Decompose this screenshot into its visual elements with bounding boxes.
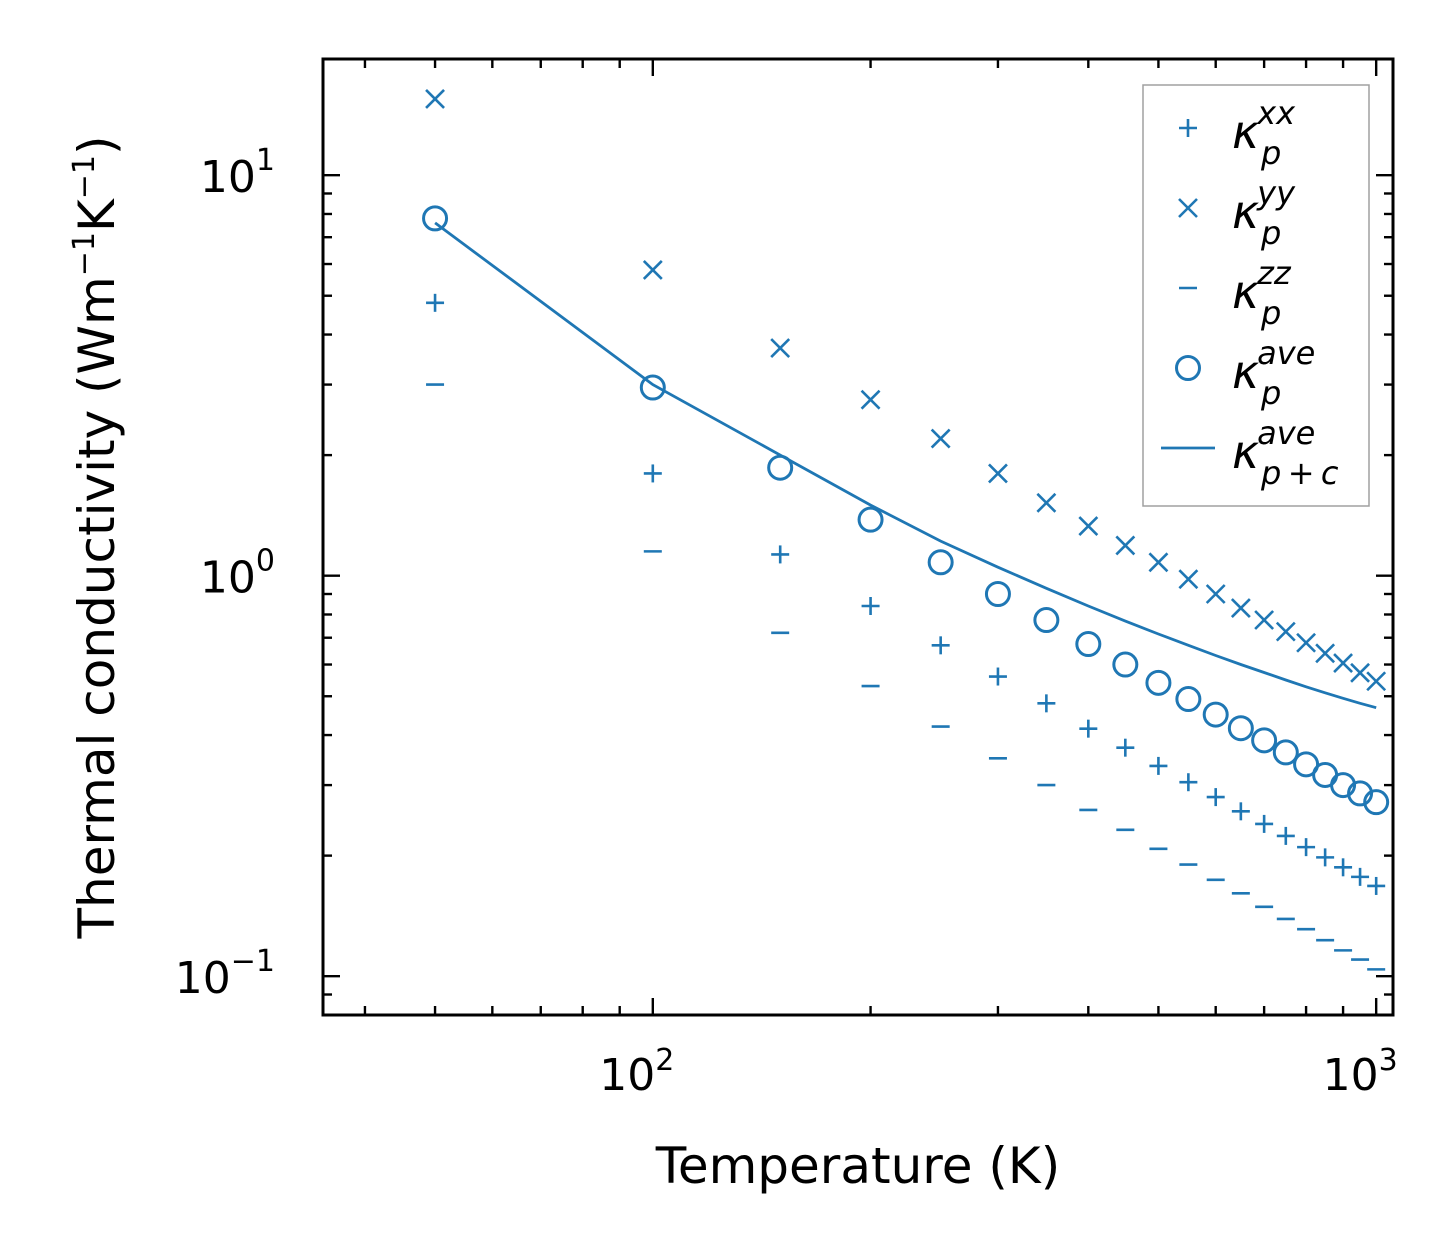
data-point-circle	[1347, 780, 1374, 807]
data-point-x	[1078, 516, 1099, 536]
x-axis-title: Temperature (K)	[655, 1137, 1060, 1195]
data-point-plus	[1149, 756, 1168, 775]
data-point-x	[1115, 535, 1136, 556]
data-point-circle	[857, 506, 884, 533]
legend-handle-plus	[1179, 119, 1197, 137]
y-axis-title-end: )	[68, 136, 126, 156]
data-point-plus	[1116, 738, 1135, 757]
data-point-x	[1366, 671, 1387, 692]
legend-handle-x	[1178, 198, 1198, 218]
data-point-circle	[422, 205, 449, 232]
data-point-x	[425, 89, 445, 109]
data-point-circle	[1251, 727, 1278, 754]
data-point-plus	[861, 597, 880, 616]
y-axis-title: Thermal conductivity (Wm−1K−1)	[67, 136, 126, 940]
plot-frame	[321, 57, 1395, 1017]
data-point-circle	[927, 549, 954, 576]
y-axis-title-exp1: −1	[67, 232, 102, 276]
series-x-markers	[425, 89, 1387, 692]
data-point-circle	[1033, 607, 1060, 634]
data-point-x	[1350, 662, 1370, 683]
data-point-circle	[1293, 751, 1320, 778]
data-point-plus	[426, 293, 445, 312]
legend-label-kappa-yy: κyy p	[1232, 174, 1296, 252]
data-point-x	[1254, 610, 1275, 630]
series-minus-markers	[426, 383, 1386, 971]
legend-handles	[1161, 119, 1215, 450]
series-circle-markers	[422, 205, 1390, 816]
data-point-circle	[1145, 669, 1172, 696]
data-point-x	[1178, 569, 1199, 590]
y-tick-labels: 10−1 100 101	[175, 143, 275, 1004]
data-point-x	[930, 428, 951, 449]
y-tick-label: 101	[200, 143, 275, 203]
data-point-circle	[1363, 789, 1390, 816]
y-axis-title-exp2: −1	[67, 155, 102, 199]
data-marks	[422, 89, 1390, 971]
legend-label-kappa-zz: κzz p	[1232, 254, 1292, 332]
data-point-plus	[1037, 694, 1056, 713]
legend-label-kappa-ave: κave p	[1232, 334, 1315, 412]
x-tick-label: 103	[1323, 1043, 1398, 1101]
data-point-x	[1230, 598, 1251, 619]
data-point-x	[642, 259, 663, 280]
data-point-plus	[988, 667, 1007, 686]
data-point-plus	[931, 636, 950, 655]
data-point-plus	[1351, 867, 1370, 886]
data-point-plus	[1334, 858, 1353, 877]
data-point-plus	[1297, 838, 1316, 857]
data-point-circle	[984, 581, 1011, 608]
data-point-x	[770, 338, 791, 359]
data-point-circle	[1175, 686, 1202, 713]
data-point-x	[988, 463, 1008, 484]
y-axis-title-main: Thermal conductivity (Wm	[68, 276, 126, 939]
legend-label-kappa-pc-ave: κave p + c	[1232, 414, 1339, 492]
legend-label-kappa-xx: κxx p	[1232, 94, 1296, 172]
data-point-x	[1275, 621, 1296, 642]
data-point-circle	[1075, 631, 1102, 658]
data-point-x	[1333, 653, 1353, 674]
data-point-circle	[1202, 701, 1229, 728]
data-point-plus	[1367, 876, 1386, 895]
legend-box	[1142, 84, 1370, 507]
x-tick-labels: 102 103	[599, 1043, 1397, 1101]
data-point-circle	[1272, 739, 1299, 766]
legend: κxx p κyy p κzz p κave p κave p + c	[1142, 84, 1370, 507]
data-point-circle	[1227, 715, 1254, 742]
data-point-plus	[1276, 826, 1295, 845]
data-point-plus	[771, 545, 790, 564]
data-point-circle	[1112, 651, 1139, 678]
data-point-x	[1148, 552, 1169, 573]
data-point-x	[1296, 632, 1316, 653]
series-plus-markers	[426, 293, 1386, 895]
y-tick-label: 10−1	[175, 944, 275, 1004]
y-axis-title-mid: K	[68, 198, 126, 232]
legend-handle-circle	[1175, 355, 1201, 381]
data-point-plus	[1079, 719, 1098, 738]
data-point-circle	[639, 374, 666, 401]
data-point-x	[1205, 584, 1226, 604]
data-point-circle	[1330, 772, 1357, 799]
data-point-plus	[1231, 802, 1250, 821]
x-tick-label: 102	[599, 1043, 674, 1101]
data-point-plus	[643, 464, 662, 483]
data-point-plus	[1206, 788, 1225, 807]
series-line-kappa-pc-ave	[434, 221, 1377, 710]
data-point-plus	[1255, 814, 1274, 833]
data-point-x	[1315, 643, 1336, 664]
y-tick-label: 100	[200, 544, 275, 604]
data-point-plus	[1316, 848, 1335, 867]
data-point-plus	[1179, 773, 1198, 792]
data-point-x	[1036, 492, 1057, 513]
data-point-x	[860, 389, 881, 410]
